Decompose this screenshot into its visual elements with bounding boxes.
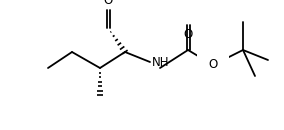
Text: O: O xyxy=(208,58,218,72)
Text: O: O xyxy=(103,0,113,7)
Text: O: O xyxy=(183,28,193,41)
Text: NH: NH xyxy=(152,56,170,69)
